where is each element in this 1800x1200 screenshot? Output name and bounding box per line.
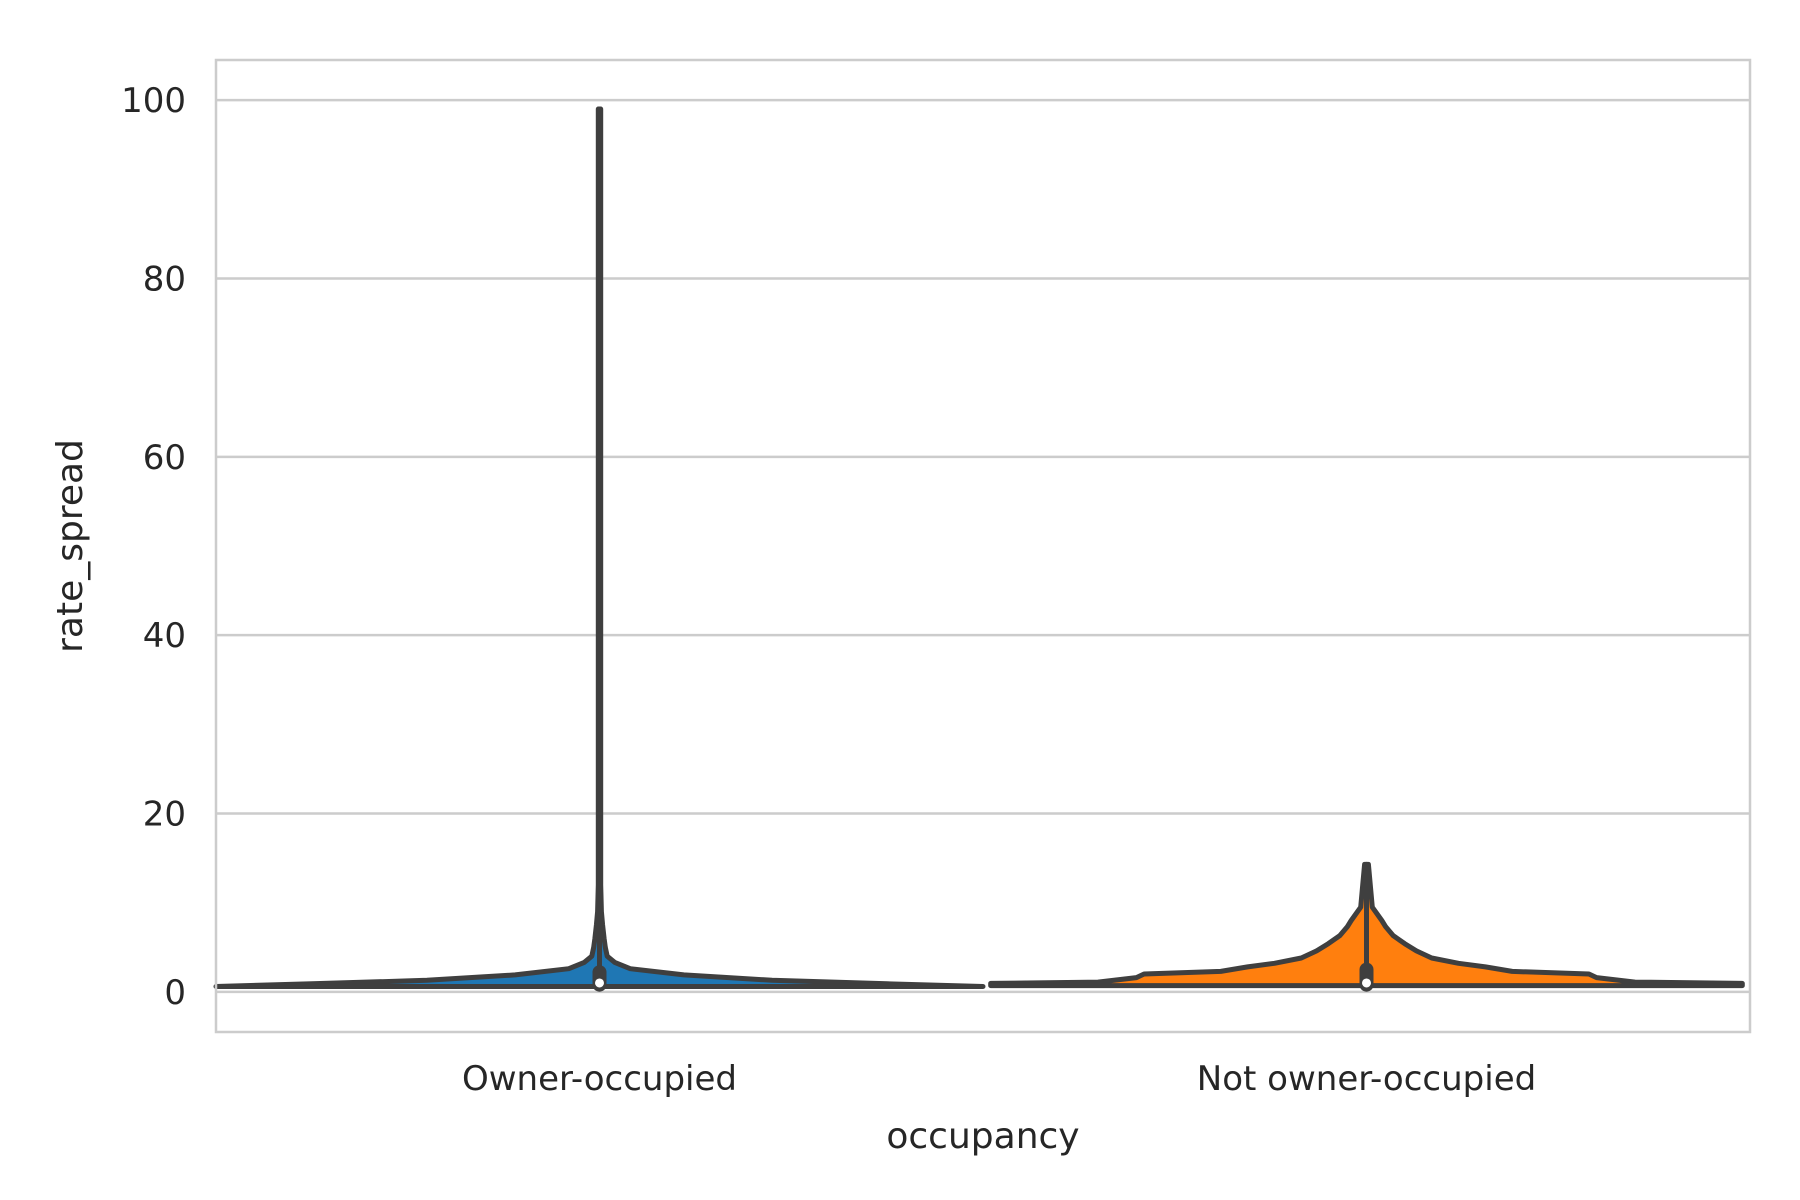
y-tick-label: 0 bbox=[164, 973, 186, 1013]
y-axis-label: rate_spread bbox=[50, 439, 91, 653]
y-tick-label: 80 bbox=[143, 259, 186, 299]
violin-median-point bbox=[593, 976, 606, 990]
violin-group bbox=[213, 106, 1745, 992]
y-tick-labels: 0 20 40 60 80 100 bbox=[121, 81, 186, 1013]
violin-median-point bbox=[1360, 976, 1373, 990]
y-tick-label: 60 bbox=[143, 438, 186, 478]
plot-frame bbox=[214, 58, 1752, 1034]
x-tick-labels: Owner-occupied Not owner-occupied bbox=[462, 1059, 1536, 1099]
y-tick-label: 40 bbox=[143, 616, 186, 656]
x-tick-label: Not owner-occupied bbox=[1197, 1059, 1536, 1099]
grid-lines bbox=[216, 98, 1750, 994]
y-tick-label: 100 bbox=[121, 81, 186, 121]
x-tick-label: Owner-occupied bbox=[462, 1059, 737, 1099]
y-tick-label: 20 bbox=[143, 795, 186, 835]
x-axis-label: occupancy bbox=[886, 1116, 1079, 1157]
